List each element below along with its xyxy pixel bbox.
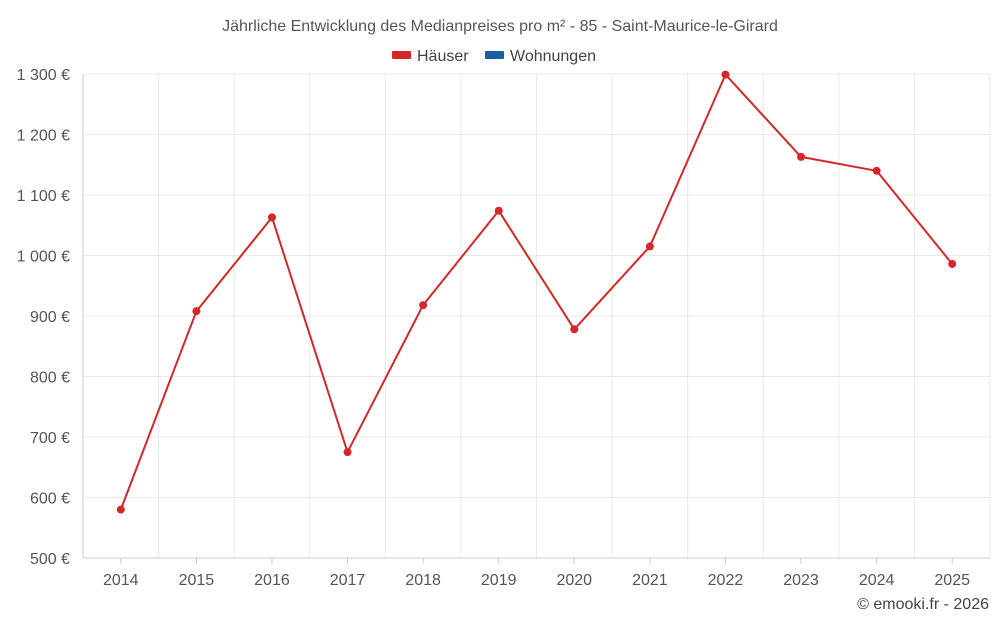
data-point-2025[interactable]: [948, 259, 957, 268]
y-tick-label: 600 €: [30, 491, 70, 508]
series-layer: [116, 70, 957, 514]
data-point-2019[interactable]: [494, 206, 503, 215]
data-point-2022[interactable]: [721, 70, 730, 79]
x-tick-label: 2023: [783, 572, 819, 589]
legend: Häuser Wohnungen: [392, 48, 596, 65]
series-line-0: [119, 73, 953, 510]
y-tick-label: 1 100 €: [17, 188, 70, 205]
x-tick-label: 2018: [405, 572, 441, 589]
chart-title: Jährliche Entwicklung des Medianpreises …: [222, 18, 778, 35]
legend-swatch-wohnungen: [485, 51, 504, 59]
legend-label-haeuser: Häuser: [417, 48, 469, 65]
data-point-2023[interactable]: [797, 152, 806, 161]
x-tick-label: 2017: [330, 572, 366, 589]
x-tick-label: 2020: [556, 572, 592, 589]
data-point-2018[interactable]: [419, 301, 428, 310]
legend-label-wohnungen: Wohnungen: [510, 48, 596, 65]
data-point-2021[interactable]: [645, 242, 654, 251]
axes: 500 € 600 € 700 € 800 € 900 € 1 000 € 1 100 € 1…: [17, 67, 990, 589]
x-tick-label: 2022: [708, 572, 744, 589]
y-tick-label: 900 €: [30, 309, 70, 326]
y-tick-label: 1 200 €: [17, 128, 70, 145]
x-tick-label: 2019: [481, 572, 517, 589]
x-tick-label: 2025: [934, 572, 970, 589]
data-point-2024[interactable]: [872, 166, 881, 175]
x-tick-label: 2016: [254, 572, 290, 589]
x-tick-label: 2024: [859, 572, 895, 589]
x-tick-label: 2015: [179, 572, 215, 589]
y-tick-label: 800 €: [30, 370, 70, 387]
data-point-2017[interactable]: [343, 448, 352, 457]
y-tick-label: 1 000 €: [17, 249, 70, 266]
legend-swatch-haeuser: [392, 51, 411, 59]
legend-item-wohnungen[interactable]: Wohnungen: [485, 48, 596, 65]
grid: [83, 73, 991, 558]
legend-item-haeuser[interactable]: Häuser: [392, 48, 469, 65]
data-point-2014[interactable]: [116, 505, 125, 514]
x-tick-label: 2021: [632, 572, 668, 589]
y-tick-label: 1 300 €: [17, 67, 70, 84]
y-tick-label: 700 €: [30, 430, 70, 447]
data-point-2016[interactable]: [267, 213, 276, 222]
x-tick-label: 2014: [103, 572, 139, 589]
data-point-2020[interactable]: [570, 325, 579, 334]
y-tick-label: 500 €: [30, 551, 70, 568]
data-point-2015[interactable]: [192, 307, 201, 316]
credit-text: © emooki.fr - 2026: [857, 596, 989, 613]
